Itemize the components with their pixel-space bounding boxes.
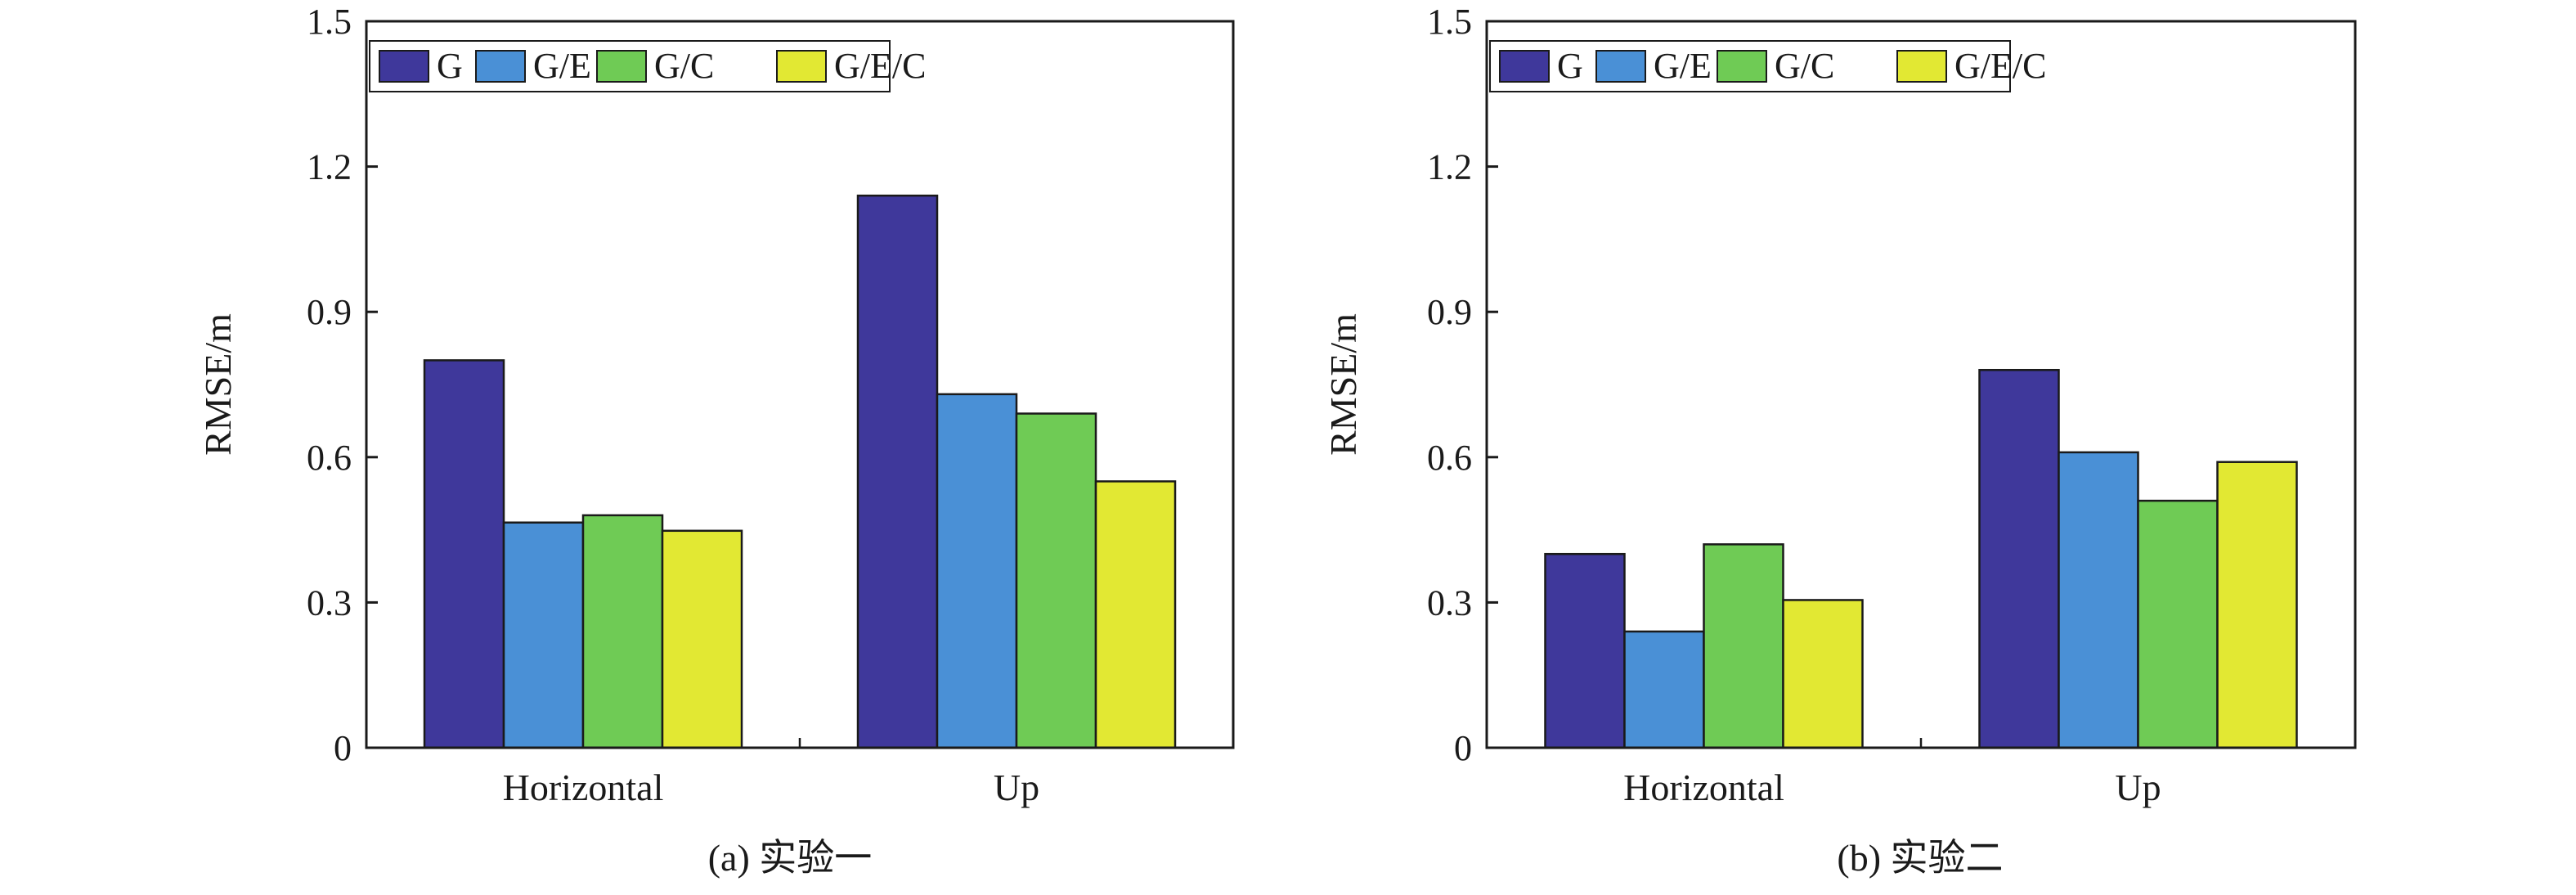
y-tick-label: 0 [334, 728, 352, 768]
legend-swatch [1896, 50, 1947, 83]
bar-g-up [856, 194, 939, 749]
legend-swatch [776, 50, 827, 83]
bar-g-e-up [936, 393, 1018, 749]
y-tick-label: 0 [1454, 728, 1472, 768]
y-axis-label: RMSE/m [197, 313, 239, 456]
bar-g-e-c-horizontal [661, 529, 743, 749]
y-tick-label: 0.9 [1427, 292, 1472, 332]
bar-g-e-horizontal [1623, 630, 1705, 749]
bar-g-horizontal [423, 359, 505, 749]
x-tick-label: Up [994, 767, 1039, 808]
bar-g-c-up [1015, 412, 1097, 749]
legend-swatch [1717, 50, 1767, 83]
bar-g-e-c-up [2216, 461, 2298, 749]
legend-swatch [379, 50, 429, 83]
legend-label: G/E/C [834, 46, 926, 86]
y-axis-label: RMSE/m [1322, 313, 1364, 456]
chart-panel-a: Horizontal Up 0 0.3 0.6 0.9 1.2 1.5 RMSE/m G G/E G/… [197, 2, 1235, 879]
legend-swatch [1499, 50, 1550, 83]
y-tick-label: 1.2 [307, 147, 352, 187]
x-tick-label: Horizontal [503, 767, 664, 808]
bar-g-horizontal [1544, 552, 1626, 749]
legend-swatch [1595, 50, 1646, 83]
chart-panel-b: Horizontal Up 0 0.3 0.6 0.9 1.2 1.5 RMSE/m G G/E G/… [1322, 2, 2357, 879]
legend-label: G/C [1775, 46, 1834, 86]
bar-g-e-c-up [1094, 480, 1177, 749]
legend-label: G [1557, 46, 1583, 86]
y-tick-label: 1.2 [1427, 147, 1472, 187]
legend-label: G/E/C [1954, 46, 2046, 86]
bar-g-c-up [2137, 499, 2219, 749]
legend-swatch [475, 50, 526, 83]
legend-swatch [596, 50, 647, 83]
bar-g-e-up [2058, 451, 2139, 749]
y-tick-label: 0.3 [307, 582, 352, 623]
legend-label: G/E [1654, 46, 1712, 86]
y-tick-label: 0.3 [1427, 582, 1472, 623]
chart-caption: (b) 实验二 [1837, 837, 2003, 879]
bar-g-e-horizontal [502, 521, 585, 749]
x-tick-label: Horizontal [1623, 767, 1784, 808]
x-tick-label: Up [2115, 767, 2161, 808]
y-tick-label: 0.6 [1427, 438, 1472, 478]
bar-g-c-horizontal [581, 514, 664, 749]
chart-caption: (a) 实验一 [708, 837, 873, 879]
legend-label: G/E [533, 46, 591, 86]
y-tick-label: 0.6 [307, 438, 352, 478]
y-tick-label: 0.9 [307, 292, 352, 332]
legend-label: G [437, 46, 463, 86]
bar-g-up [1978, 368, 2060, 749]
bar-g-c-horizontal [1703, 543, 1784, 749]
y-tick-label: 1.5 [307, 2, 352, 42]
legend-label: G/C [654, 46, 714, 86]
y-tick-label: 1.5 [1427, 2, 1472, 42]
bar-g-e-c-horizontal [1782, 599, 1864, 749]
